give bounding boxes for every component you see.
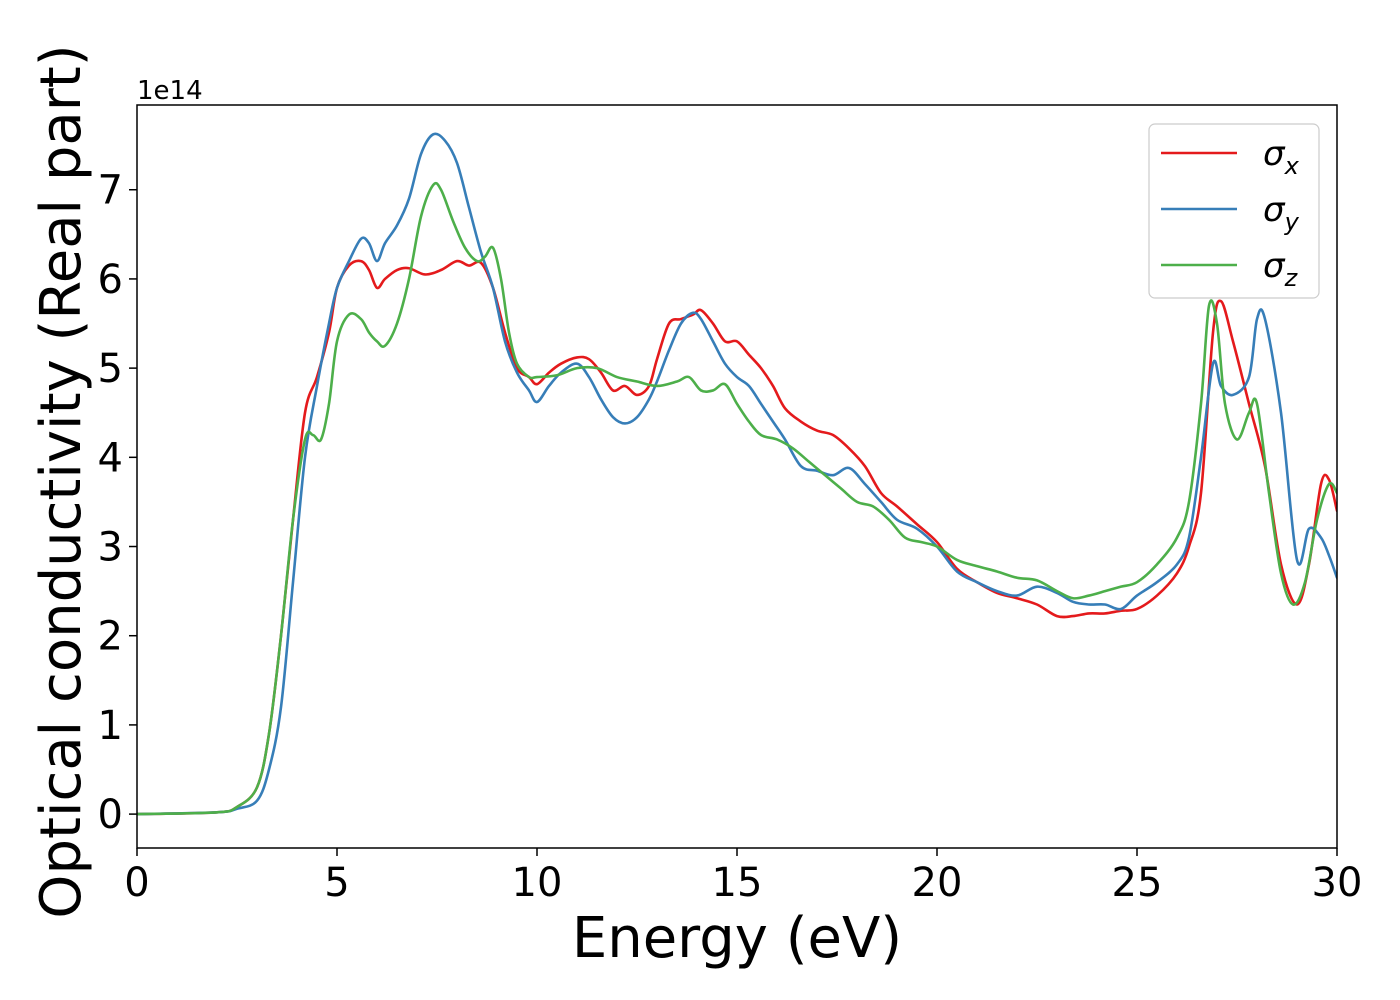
y-tick-label: 4 — [98, 435, 123, 481]
x-axis-label: Energy (eV) — [572, 906, 902, 971]
x-tick-label: 0 — [124, 860, 149, 906]
x-tick-label: 30 — [1312, 860, 1363, 906]
y-tick-label: 6 — [98, 257, 123, 303]
x-tick-label: 20 — [912, 860, 963, 906]
x-tick-label: 15 — [712, 860, 763, 906]
y-tick-label: 2 — [98, 614, 123, 660]
y-tick-label: 0 — [98, 792, 123, 838]
legend-box — [1148, 123, 1320, 299]
y-tick-label: 3 — [98, 525, 123, 571]
series-line-x — [137, 259, 1337, 816]
y-offset-label: 1e14 — [137, 76, 203, 106]
x-axis-ticks: 0 5 10 15 20 25 30 — [124, 848, 1362, 906]
series-line-z — [137, 181, 1337, 816]
y-tick-label: 5 — [98, 346, 123, 392]
series-layer — [137, 132, 1337, 816]
x-tick-label: 10 — [512, 860, 563, 906]
y-tick-label: 7 — [98, 168, 123, 214]
y-tick-label: 1 — [98, 703, 123, 749]
y-axis-ticks: 0 1 2 3 4 5 6 7 — [98, 168, 137, 838]
x-tick-label: 25 — [1112, 860, 1163, 906]
x-tick-label: 5 — [324, 860, 349, 906]
series-line-y — [137, 132, 1337, 816]
y-axis-label: Optical conductivity (Real part) — [29, 44, 94, 918]
